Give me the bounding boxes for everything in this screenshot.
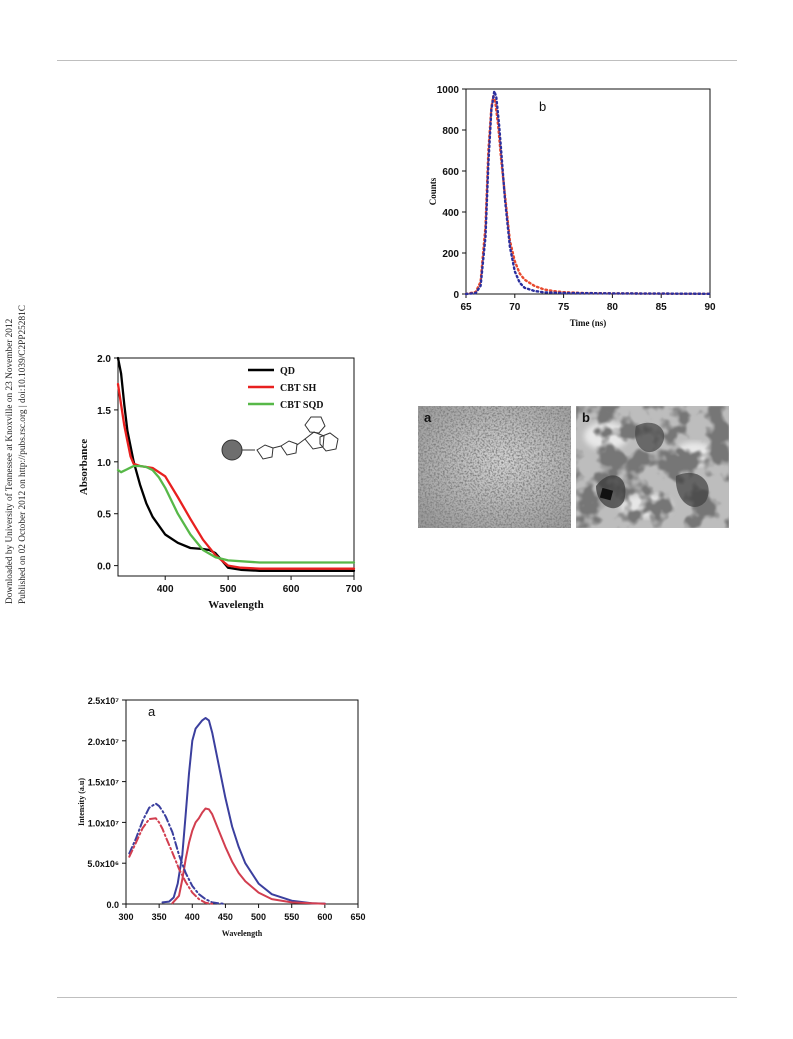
series-line: [464, 95, 712, 296]
tem-image-a-texture: [418, 406, 571, 528]
thiophene-ring: [256, 444, 274, 460]
panel-label: b: [539, 99, 546, 114]
series-line: [128, 802, 227, 905]
y-tick-label: 0: [453, 290, 459, 301]
tem-image-b: b: [576, 406, 729, 528]
y-tick-label: 5.0x10⁶: [87, 859, 119, 869]
y-tick-label: 1.5x10⁷: [88, 778, 120, 788]
y-tick-label: 1.5: [97, 406, 111, 417]
x-tick-label: 80: [607, 302, 619, 313]
y-tick-label: 600: [442, 167, 459, 178]
y-axis-label: Counts: [428, 177, 438, 205]
y-tick-label: 2.5x10⁷: [88, 696, 120, 706]
x-tick-label: 400: [185, 912, 200, 922]
series-line: [116, 382, 356, 570]
x-tick-label: 600: [317, 912, 332, 922]
y-tick-label: 200: [442, 249, 459, 260]
bottom-rule: [57, 997, 737, 998]
y-tick-label: 1.0x10⁷: [88, 818, 120, 828]
x-axis-label: Wavelength: [222, 929, 263, 938]
x-tick-label: 90: [704, 302, 716, 313]
download-notice-line-1: Downloaded by University of Tennessee at…: [5, 318, 15, 604]
plot-frame: [117, 357, 355, 577]
decay-chart: 65 70 75 80 85 90 0 200 400 600 800 1000 Time (ns) Co…: [428, 85, 716, 328]
absorbance-chart: 400 500 600 700 0.0 0.5 1.0 1.5 2.0 Wavelength Abs…: [78, 354, 363, 611]
plot-frame: [465, 88, 711, 295]
y-tick-label: 2.0x10⁷: [88, 737, 120, 747]
carbazole-ring: [319, 432, 339, 452]
series-line: [128, 817, 214, 905]
series-line: [116, 464, 356, 564]
legend-label: CBT SQD: [280, 400, 323, 411]
x-tick-label: 700: [346, 584, 363, 595]
tem-image-a: a: [418, 406, 571, 528]
quantum-dot-core: [221, 439, 243, 461]
carbazole-ring: [304, 416, 326, 434]
tem-panel-a-label: a: [424, 410, 432, 425]
legend-label: CBT SH: [280, 383, 316, 394]
tem-image-b-texture: [576, 406, 729, 528]
bond-line: [272, 445, 282, 449]
x-tick-label: 550: [284, 912, 299, 922]
download-notice-line-2: Published on 02 October 2012 on http://p…: [17, 305, 28, 604]
molecule-structure: [221, 416, 339, 461]
series-line: [171, 807, 326, 905]
x-axis-label: Time (ns): [570, 318, 607, 328]
y-axis-label: Absorbance: [78, 439, 90, 495]
tem-panel-b-label: b: [582, 410, 590, 425]
legend-label: QD: [280, 366, 295, 377]
thiophene-ring: [280, 440, 298, 456]
y-tick-label: 1000: [437, 85, 460, 96]
x-tick-label: 400: [157, 584, 174, 595]
y-tick-label: 0.5: [97, 510, 111, 521]
x-tick-label: 300: [118, 912, 133, 922]
x-tick-label: 350: [152, 912, 167, 922]
download-notice: Downloaded by University of Tennessee at…: [4, 262, 38, 604]
x-tick-label: 75: [558, 302, 570, 313]
y-tick-label: 2.0: [97, 354, 111, 365]
x-tick-label: 650: [350, 912, 365, 922]
x-tick-label: 70: [509, 302, 521, 313]
x-tick-label: 85: [656, 302, 668, 313]
x-tick-label: 450: [218, 912, 233, 922]
x-tick-label: 600: [283, 584, 300, 595]
series-line: [116, 356, 356, 572]
plot-frame: [125, 699, 359, 905]
y-tick-label: 400: [442, 208, 459, 219]
x-tick-label: 500: [251, 912, 266, 922]
x-tick-label: 500: [220, 584, 237, 595]
carbazole-ring: [304, 431, 325, 450]
x-axis-label: Wavelength: [208, 599, 264, 611]
y-axis-label: Intensity (a.u): [77, 778, 86, 826]
y-tick-label: 1.0: [97, 458, 111, 469]
emission-chart: 300 350 400 450 500 550 600 650 0.0 5.0x10⁶ 1.0x10…: [77, 696, 366, 938]
top-rule: [57, 60, 737, 61]
y-tick-label: 0.0: [106, 900, 119, 910]
y-tick-label: 0.0: [97, 562, 111, 573]
series-line: [464, 89, 712, 296]
panel-label: a: [148, 704, 156, 719]
x-tick-label: 65: [460, 302, 472, 313]
bond-line: [296, 438, 306, 446]
y-tick-label: 800: [442, 126, 459, 137]
